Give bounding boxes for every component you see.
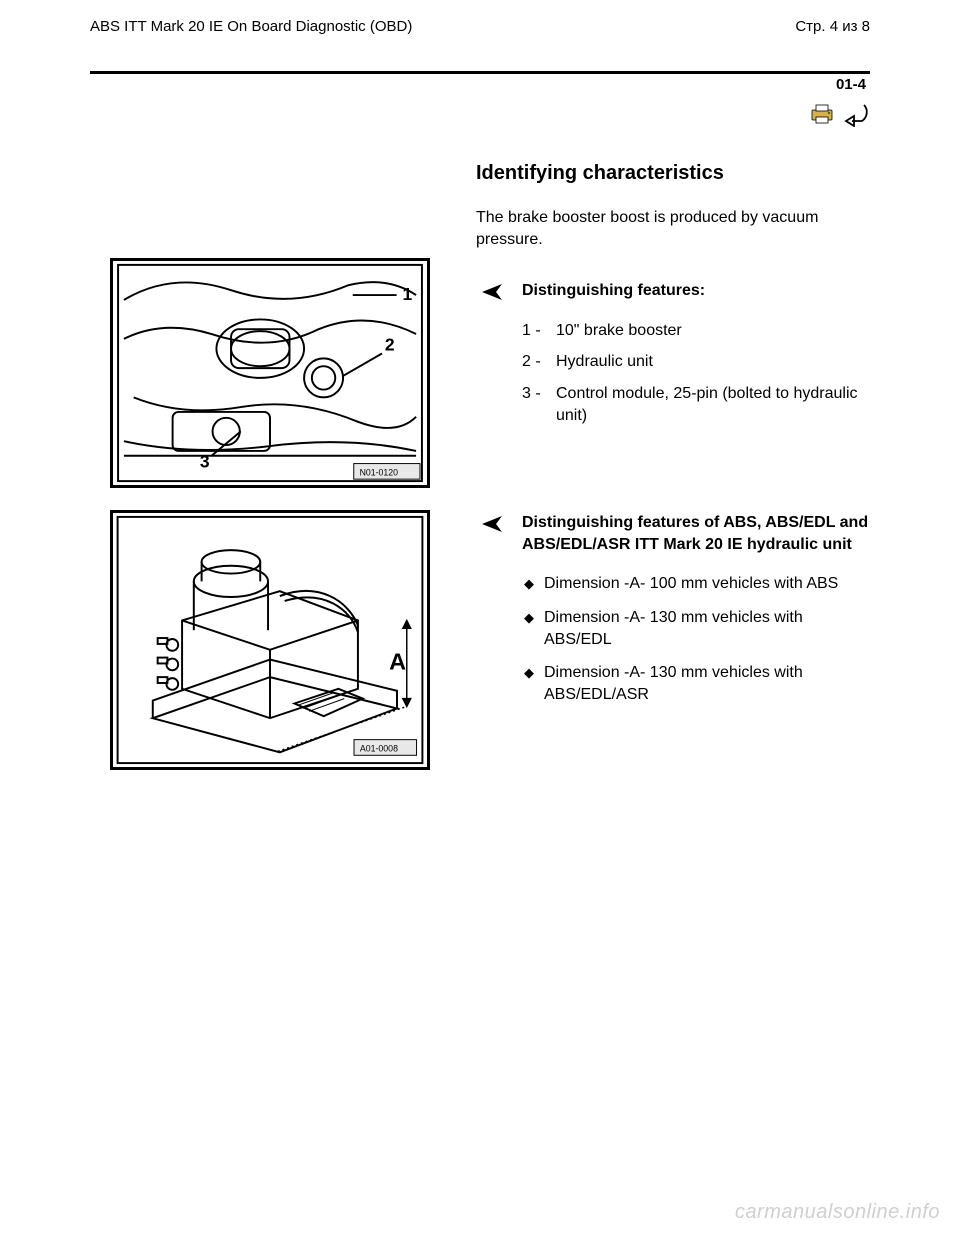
header-right: Стр. 4 из 8 — [795, 18, 870, 35]
item-number: 2 - — [522, 351, 556, 373]
item-text: Hydraulic unit — [556, 351, 653, 373]
top-rule — [90, 71, 870, 74]
numbered-list: 1 - 10" brake booster 2 - Hydraulic unit… — [522, 320, 870, 426]
block1-heading: Distinguishing features: — [522, 280, 870, 302]
callout-2: 2 — [385, 335, 395, 355]
figure-hydraulic-unit: A A01-0008 — [110, 510, 430, 770]
item-text: 10" brake booster — [556, 320, 682, 342]
item-number: 1 - — [522, 320, 556, 342]
pointer-icon — [476, 512, 502, 717]
callout-1: 1 — [402, 284, 412, 304]
list-item: 3 - Control module, 25-pin (bolted to hy… — [522, 383, 870, 426]
list-item: ◆ Dimension -A- 100 mm vehicles with ABS — [524, 573, 870, 595]
diamond-bullet-icon: ◆ — [524, 573, 544, 595]
item-text: Dimension -A- 130 mm vehicles with ABS/E… — [544, 607, 870, 650]
list-item: ◆ Dimension -A- 130 mm vehicles with ABS… — [524, 662, 870, 705]
dimension-letter: A — [389, 648, 406, 674]
list-item: ◆ Dimension -A- 130 mm vehicles with ABS… — [524, 607, 870, 650]
block-distinguishing-features: Distinguishing features: 1 - 10" brake b… — [476, 280, 870, 436]
item-text: Dimension -A- 100 mm vehicles with ABS — [544, 573, 838, 595]
diamond-bullet-icon: ◆ — [524, 607, 544, 650]
watermark: carmanualsonline.info — [735, 1201, 940, 1224]
bullet-list: ◆ Dimension -A- 100 mm vehicles with ABS… — [522, 573, 870, 705]
diamond-bullet-icon: ◆ — [524, 662, 544, 705]
back-icon[interactable] — [842, 101, 870, 132]
header-left: ABS ITT Mark 20 IE On Board Diagnostic (… — [90, 18, 412, 35]
section-title: Identifying characteristics — [476, 162, 870, 185]
block-hydraulic-unit-features: Distinguishing features of ABS, ABS/EDL … — [476, 512, 870, 717]
item-number: 3 - — [522, 383, 556, 426]
figure-engine-bay: 1 2 3 N01-0120 — [110, 258, 430, 488]
item-text: Dimension -A- 130 mm vehicles with ABS/E… — [544, 662, 870, 705]
block2-heading: Distinguishing features of ABS, ABS/EDL … — [522, 512, 870, 555]
pointer-icon — [476, 280, 502, 436]
list-item: 2 - Hydraulic unit — [522, 351, 870, 373]
item-text: Control module, 25-pin (bolted to hydrau… — [556, 383, 870, 426]
figure1-label: N01-0120 — [360, 467, 399, 477]
print-icon[interactable] — [810, 103, 836, 130]
callout-3: 3 — [200, 451, 210, 471]
list-item: 1 - 10" brake booster — [522, 320, 870, 342]
page-number: 01-4 — [836, 76, 866, 93]
figure2-label: A01-0008 — [360, 743, 398, 753]
section-intro: The brake booster boost is produced by v… — [476, 207, 870, 250]
